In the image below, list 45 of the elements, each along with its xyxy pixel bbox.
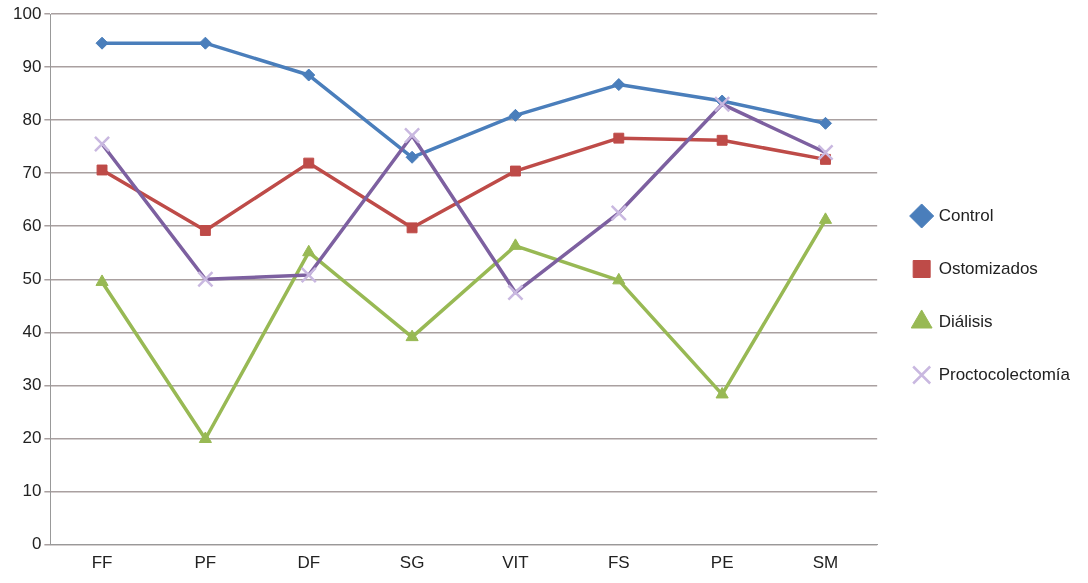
point [302,68,316,82]
x-tick-label: DF [297,553,321,573]
x-tick-label: FF [91,553,113,573]
y-tick-label: 20 [22,428,42,448]
legend-label: Control [938,205,994,225]
point [198,431,212,444]
y-tick-label: 90 [22,56,42,76]
point [613,132,625,144]
point [302,244,316,257]
point [96,164,108,176]
point [509,165,521,177]
y-tick-label: 70 [22,162,42,182]
y-tick-label: 60 [22,215,42,235]
point [508,238,522,250]
point [612,272,626,285]
point [406,222,418,234]
x-tick-label: VIT [502,553,529,573]
point [405,150,419,164]
point [715,386,729,399]
y-tick-label: 80 [22,109,42,129]
x-tick-label: SG [399,553,425,573]
point [818,212,833,224]
y-tick-label: 0 [31,534,42,554]
legend-label: Ostomizados [938,258,1038,278]
x-tick-label: PE [710,553,734,573]
point [198,36,212,50]
x-tick-label: PF [194,553,217,573]
y-tick-label: 40 [22,322,42,342]
legend-label: Diálisis [938,311,993,331]
point [818,116,832,130]
legend-label: Proctocolectomía [938,364,1071,384]
y-tick-label: 30 [22,375,42,395]
point [716,134,728,146]
y-tick-label: 50 [22,268,42,288]
point [95,36,109,50]
point [612,78,626,92]
point [405,329,419,342]
y-tick-label: 10 [22,481,42,501]
point [95,274,109,286]
point [199,225,211,236]
point [508,108,522,122]
x-tick-label: SM [812,553,839,573]
point [303,157,315,169]
x-tick-label: FS [607,553,630,573]
y-tick-label: 100 [12,3,42,23]
